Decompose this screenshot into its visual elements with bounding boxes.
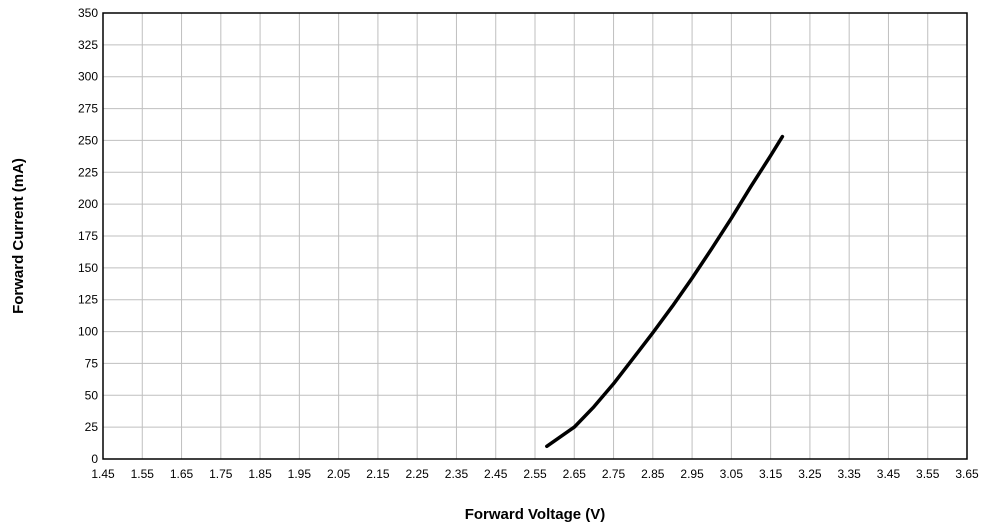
y-tick-label: 300 bbox=[78, 70, 98, 84]
x-axis-ticks: 1.45 1.55 1.65 1.75 1.85 1.95 2.05 2.15 2.25 2.35… bbox=[91, 467, 979, 481]
y-tick-label: 75 bbox=[85, 356, 99, 370]
x-tick-label: 2.45 bbox=[484, 467, 508, 481]
y-tick-label: 150 bbox=[78, 261, 98, 275]
y-tick-label: 325 bbox=[78, 38, 98, 52]
x-tick-label: 3.05 bbox=[720, 467, 744, 481]
y-axis-title: Forward Current (mA) bbox=[10, 158, 27, 314]
grid-lines bbox=[102, 12, 968, 460]
x-tick-label: 2.35 bbox=[445, 467, 469, 481]
x-tick-label: 3.25 bbox=[798, 467, 822, 481]
x-tick-label: 2.25 bbox=[406, 467, 430, 481]
x-tick-label: 1.45 bbox=[91, 467, 115, 481]
x-tick-label: 3.45 bbox=[877, 467, 901, 481]
x-tick-label: 2.75 bbox=[602, 467, 626, 481]
series-line bbox=[545, 134, 785, 449]
x-tick-label: 1.55 bbox=[131, 467, 155, 481]
x-tick-label: 3.15 bbox=[759, 467, 783, 481]
x-tick-label: 2.85 bbox=[641, 467, 665, 481]
y-tick-label: 25 bbox=[85, 420, 99, 434]
y-tick-label: 200 bbox=[78, 197, 98, 211]
y-tick-label: 50 bbox=[85, 388, 99, 402]
x-tick-label: 2.05 bbox=[327, 467, 351, 481]
y-tick-label: 225 bbox=[78, 165, 98, 179]
x-tick-label: 2.55 bbox=[523, 467, 547, 481]
x-tick-label: 2.15 bbox=[366, 467, 390, 481]
y-tick-label: 125 bbox=[78, 293, 98, 307]
x-tick-label: 2.65 bbox=[563, 467, 587, 481]
y-tick-label: 250 bbox=[78, 133, 98, 147]
y-tick-label: 100 bbox=[78, 325, 98, 339]
y-axis-ticks: 0 25 50 75 100 125 150 175 200 225 250 275 300 325 350 bbox=[78, 6, 98, 466]
plot-frame bbox=[102, 12, 968, 460]
x-tick-label: 2.95 bbox=[680, 467, 704, 481]
x-tick-label: 1.95 bbox=[288, 467, 312, 481]
y-tick-label: 175 bbox=[78, 229, 98, 243]
x-tick-label: 3.35 bbox=[838, 467, 862, 481]
x-tick-label: 3.55 bbox=[916, 467, 940, 481]
x-tick-label: 3.65 bbox=[955, 467, 979, 481]
x-tick-label: 1.75 bbox=[209, 467, 233, 481]
y-tick-label: 275 bbox=[78, 102, 98, 116]
series-layer bbox=[545, 134, 785, 449]
x-axis-title: Forward Voltage (V) bbox=[465, 506, 606, 523]
y-tick-label: 350 bbox=[78, 6, 98, 20]
y-tick-label: 0 bbox=[91, 452, 98, 466]
x-tick-label: 1.85 bbox=[248, 467, 272, 481]
x-tick-label: 1.65 bbox=[170, 467, 194, 481]
